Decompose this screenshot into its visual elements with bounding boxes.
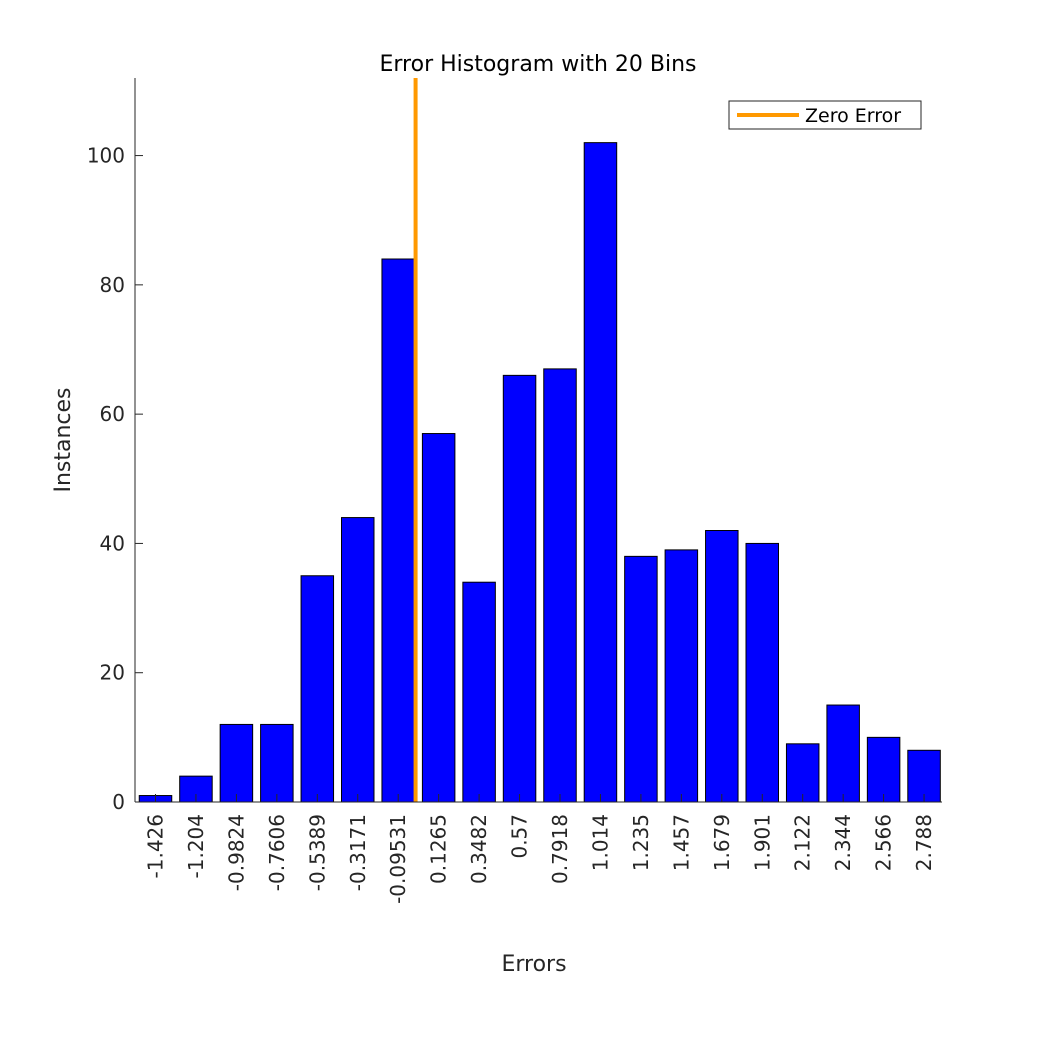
y-tick-label: 20	[100, 661, 125, 685]
bar-13	[624, 555, 658, 803]
x-tick-label: 2.788	[912, 814, 936, 871]
x-ticks-group: -1.426 -1.204 -0.9824 -0.7606 -0.5389 -0.3171…	[144, 794, 936, 904]
chart-title: Error Histogram with 20 Bins	[379, 52, 696, 77]
x-tick-label: -1.426	[144, 814, 168, 878]
x-tick-label: -0.3171	[346, 814, 370, 891]
legend-zero-error-label: Zero Error	[805, 105, 901, 127]
bar-10	[502, 374, 537, 803]
bar-7	[381, 258, 415, 803]
bar-14	[664, 549, 699, 803]
x-tick-label: 1.235	[629, 814, 653, 871]
x-tick-label: 1.901	[750, 814, 774, 871]
y-tick-label: 80	[100, 273, 125, 297]
bar-3	[219, 723, 254, 803]
y-tick-label: 40	[100, 531, 125, 555]
x-tick-label: -0.7606	[265, 814, 289, 891]
legend: Zero Error	[728, 100, 922, 130]
x-tick-label: 2.122	[791, 814, 815, 871]
x-tick-label: 1.014	[588, 814, 612, 871]
x-tick-label: 0.57	[508, 814, 532, 859]
bar-18	[826, 704, 860, 803]
bar-11	[543, 368, 577, 803]
x-tick-label: -0.09531	[386, 814, 410, 904]
bar-8	[421, 433, 456, 803]
bar-2	[179, 775, 213, 803]
y-tick-label: 0	[112, 790, 125, 814]
bar-12	[583, 142, 618, 803]
axes-group	[134, 78, 942, 803]
x-tick-label: -0.9824	[224, 814, 248, 891]
bar-4	[260, 723, 294, 803]
x-tick-label: 1.457	[669, 814, 693, 871]
x-tick-label: 0.7918	[548, 814, 572, 884]
bar-19	[866, 736, 901, 803]
bar-6	[341, 517, 375, 803]
bar-17	[785, 743, 820, 803]
x-tick-label: -0.5389	[305, 814, 329, 891]
x-tick-label: -1.204	[184, 814, 208, 878]
y-tick-label: 60	[100, 402, 125, 426]
x-tick-label: 0.1265	[427, 814, 451, 884]
y-ticks-group: 0 20 40 60 80 100	[87, 144, 143, 814]
y-tick-label: 100	[87, 144, 125, 168]
bar-16	[745, 542, 779, 803]
bar-15	[705, 530, 739, 803]
bars-group	[138, 142, 941, 803]
bar-9	[462, 581, 496, 803]
x-tick-label: 2.344	[831, 814, 855, 871]
x-axis-label: Errors	[501, 952, 566, 977]
bar-5	[300, 575, 335, 803]
x-tick-label: 2.566	[872, 814, 896, 871]
x-tick-label: 0.3482	[467, 814, 491, 884]
y-axis-label: Instances	[51, 387, 76, 492]
x-tick-label: 1.679	[710, 814, 734, 871]
